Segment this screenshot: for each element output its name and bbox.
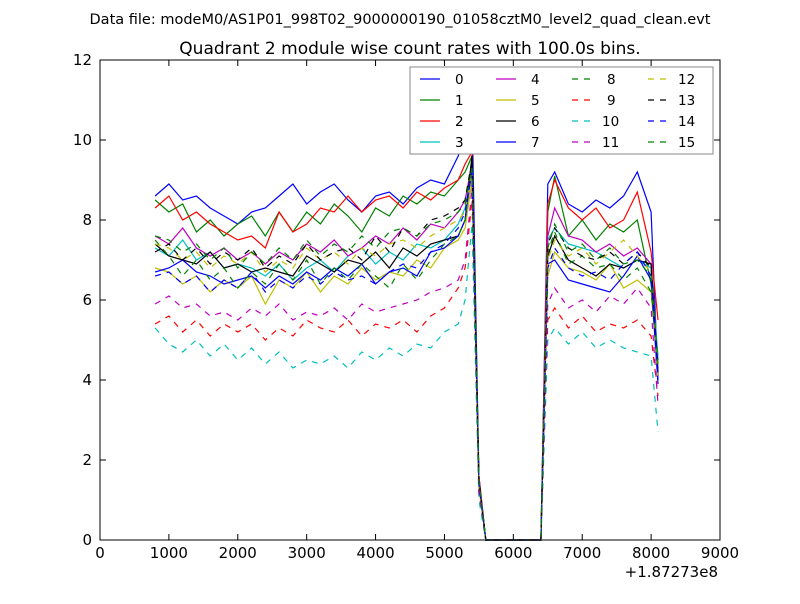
series-line-15 [154,167,659,541]
x-tick-label: 5000 [425,544,463,562]
x-tick-label: 7000 [563,544,601,562]
legend-label-10: 10 [602,114,619,130]
y-tick-label: 6 [82,291,92,309]
x-offset-label: +1.87273e8 [625,563,718,581]
legend-label-5: 5 [531,93,540,109]
x-tick-label: 0 [95,544,105,562]
legend-label-12: 12 [678,72,695,88]
x-tick-label: 2000 [219,544,257,562]
legend-label-14: 14 [678,114,695,130]
y-tick-label: 10 [73,131,92,149]
series-line-5 [154,179,659,541]
chart-suptitle: Data file: modeM0/AS1P01_998T02_90000001… [90,12,711,28]
x-tick-label: 1000 [150,544,188,562]
y-tick-label: 2 [82,451,92,469]
legend-label-11: 11 [602,135,619,151]
legend-label-9: 9 [607,93,616,109]
legend-box [409,66,714,155]
legend-label-6: 6 [531,114,540,130]
series-lines [154,107,659,541]
series-line-14 [154,171,659,541]
series-line-12 [154,171,659,541]
series-line-7 [154,167,659,541]
series-line-8 [154,167,659,541]
legend-label-8: 8 [607,72,616,88]
legend-label-7: 7 [531,135,540,151]
chart-title: Quadrant 2 module wise count rates with … [179,39,640,59]
legend-label-1: 1 [455,93,464,109]
x-tick-label: 9000 [701,544,739,562]
series-line-1 [154,155,659,541]
x-tick-label: 8000 [632,544,670,562]
x-tick-label: 4000 [356,544,394,562]
legend-label-3: 3 [455,135,464,151]
series-line-11 [154,187,659,541]
series-line-6 [154,155,659,541]
series-line-10 [154,223,659,541]
legend-label-2: 2 [455,114,464,130]
series-line-3 [154,171,659,541]
series-line-4 [154,163,659,541]
legend-label-15: 15 [678,135,695,151]
x-tick-label: 3000 [288,544,326,562]
legend-label-0: 0 [455,72,464,88]
series-line-0 [154,107,659,541]
series-line-9 [154,199,659,541]
y-tick-label: 4 [82,371,92,389]
legend-label-13: 13 [678,93,695,109]
y-tick-label: 0 [82,531,92,549]
x-tick-label: 6000 [494,544,532,562]
series-line-13 [154,159,659,541]
y-tick-label: 12 [73,51,92,69]
legend-label-4: 4 [531,72,540,88]
series-line-2 [154,149,659,541]
y-tick-label: 8 [82,211,92,229]
axis-ticks: 0 1000 2000 3000 4000 5000 6000 7000 8000 9000 0 2 4… [73,51,739,562]
